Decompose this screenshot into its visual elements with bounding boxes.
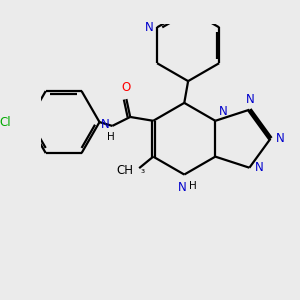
Text: CH: CH bbox=[116, 164, 134, 177]
Text: H: H bbox=[189, 181, 197, 191]
Text: Cl: Cl bbox=[0, 116, 11, 129]
Text: O: O bbox=[122, 81, 131, 94]
Text: N: N bbox=[276, 132, 285, 145]
Text: N: N bbox=[255, 161, 264, 174]
Text: N: N bbox=[246, 93, 255, 106]
Text: N: N bbox=[101, 118, 110, 131]
Text: N: N bbox=[218, 105, 227, 118]
Text: N: N bbox=[145, 21, 154, 34]
Text: H: H bbox=[107, 132, 115, 142]
Text: N: N bbox=[178, 181, 187, 194]
Text: ₃: ₃ bbox=[140, 165, 145, 175]
